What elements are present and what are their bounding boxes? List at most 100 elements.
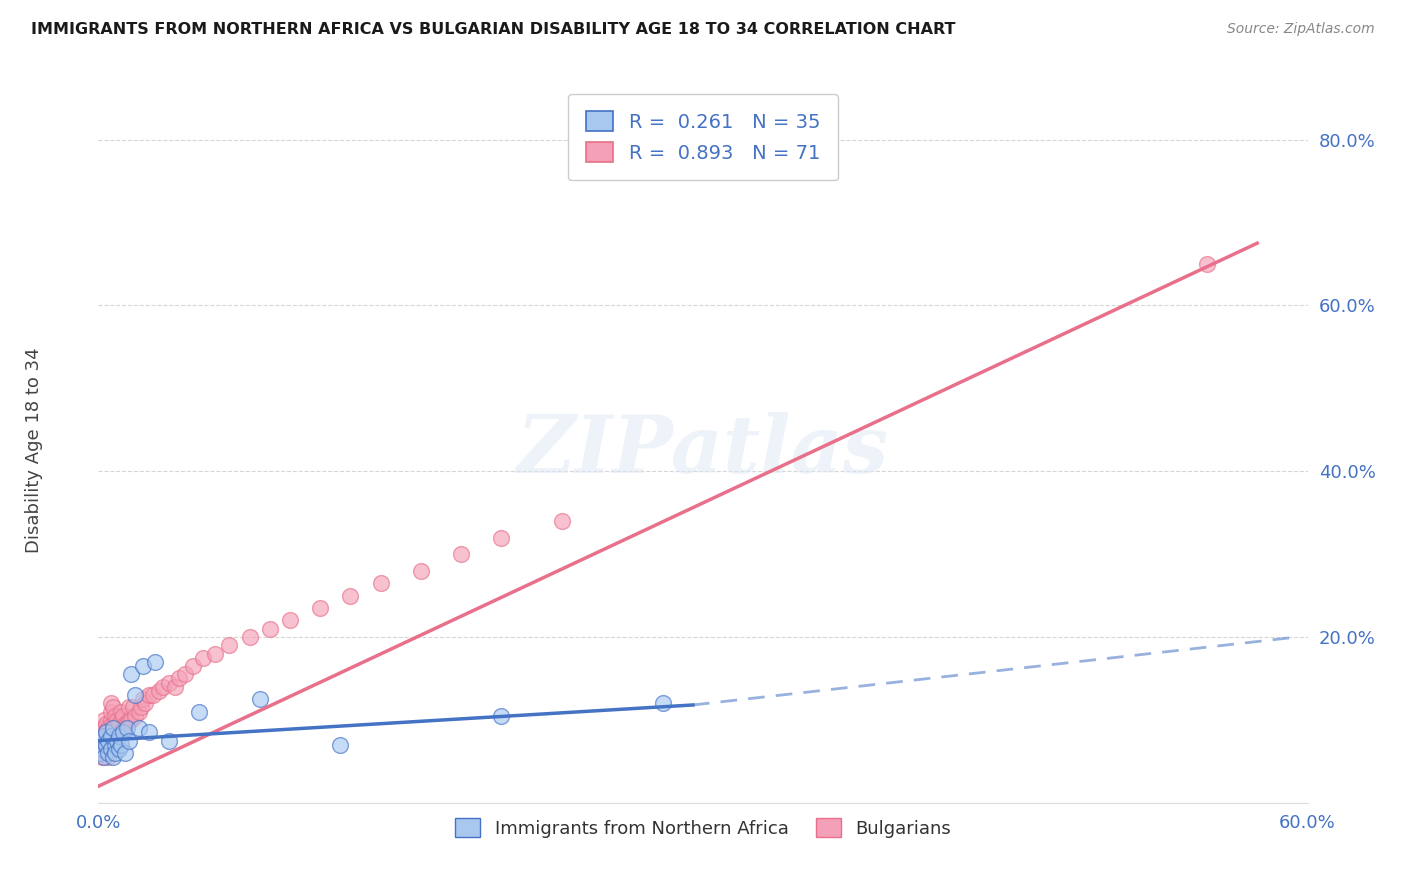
Point bbox=[110, 738, 132, 752]
Point bbox=[97, 742, 120, 756]
Point bbox=[93, 746, 115, 760]
Point bbox=[91, 733, 114, 747]
Point bbox=[96, 725, 118, 739]
Point bbox=[249, 692, 271, 706]
Point bbox=[138, 688, 160, 702]
Point bbox=[93, 713, 115, 727]
Point bbox=[101, 717, 124, 731]
Point bbox=[89, 730, 111, 744]
Point bbox=[100, 713, 122, 727]
Point bbox=[89, 742, 111, 756]
Point bbox=[91, 750, 114, 764]
Point bbox=[100, 705, 122, 719]
Point bbox=[120, 667, 142, 681]
Point bbox=[107, 730, 129, 744]
Point bbox=[204, 647, 226, 661]
Point bbox=[157, 675, 180, 690]
Point bbox=[115, 717, 138, 731]
Point bbox=[89, 746, 111, 760]
Point bbox=[111, 708, 134, 723]
Point bbox=[101, 750, 124, 764]
Point bbox=[97, 721, 120, 735]
Point bbox=[93, 738, 115, 752]
Point bbox=[118, 733, 141, 747]
Point bbox=[409, 564, 432, 578]
Point bbox=[103, 708, 125, 723]
Point bbox=[163, 680, 186, 694]
Point bbox=[551, 514, 574, 528]
Point bbox=[96, 738, 118, 752]
Legend: Immigrants from Northern Africa, Bulgarians: Immigrants from Northern Africa, Bulgari… bbox=[446, 809, 960, 847]
Point bbox=[103, 738, 125, 752]
Point bbox=[128, 705, 150, 719]
Point bbox=[105, 725, 128, 739]
Point bbox=[450, 547, 472, 561]
Point bbox=[370, 576, 392, 591]
Point bbox=[138, 725, 160, 739]
Point bbox=[101, 730, 124, 744]
Point bbox=[142, 688, 165, 702]
Point bbox=[118, 700, 141, 714]
Point bbox=[101, 721, 124, 735]
Point bbox=[103, 746, 125, 760]
Point bbox=[114, 746, 136, 760]
Point bbox=[114, 717, 136, 731]
Point bbox=[111, 725, 134, 739]
Point bbox=[118, 713, 141, 727]
Point bbox=[110, 725, 132, 739]
Point bbox=[309, 601, 332, 615]
Point bbox=[101, 700, 124, 714]
Point bbox=[105, 713, 128, 727]
Point bbox=[329, 738, 352, 752]
Point bbox=[103, 733, 125, 747]
Point bbox=[193, 650, 215, 665]
Point bbox=[115, 721, 138, 735]
Point bbox=[96, 725, 118, 739]
Point bbox=[121, 700, 143, 714]
Y-axis label: Disability Age 18 to 34: Disability Age 18 to 34 bbox=[25, 348, 42, 553]
Point bbox=[132, 659, 155, 673]
Point bbox=[93, 730, 115, 744]
Point bbox=[259, 622, 281, 636]
Point bbox=[111, 721, 134, 735]
Point bbox=[120, 713, 142, 727]
Point bbox=[96, 733, 118, 747]
Point bbox=[91, 733, 114, 747]
Point bbox=[93, 750, 115, 764]
Point bbox=[339, 589, 361, 603]
Point bbox=[143, 655, 166, 669]
Point bbox=[96, 717, 118, 731]
Point bbox=[124, 708, 146, 723]
Point bbox=[97, 750, 120, 764]
Point bbox=[97, 746, 120, 760]
Text: ZIPatlas: ZIPatlas bbox=[517, 412, 889, 489]
Point bbox=[152, 680, 174, 694]
Point bbox=[181, 659, 204, 673]
Point bbox=[491, 708, 513, 723]
Point bbox=[91, 742, 114, 756]
Point bbox=[97, 733, 120, 747]
Point bbox=[93, 730, 115, 744]
Point bbox=[107, 717, 129, 731]
Point bbox=[91, 721, 114, 735]
Point bbox=[100, 742, 122, 756]
Point bbox=[278, 614, 301, 628]
Text: IMMIGRANTS FROM NORTHERN AFRICA VS BULGARIAN DISABILITY AGE 18 TO 34 CORRELATION: IMMIGRANTS FROM NORTHERN AFRICA VS BULGA… bbox=[31, 22, 956, 37]
Point bbox=[93, 721, 115, 735]
Point bbox=[134, 696, 156, 710]
Point bbox=[129, 700, 152, 714]
Point bbox=[491, 531, 513, 545]
Text: Source: ZipAtlas.com: Source: ZipAtlas.com bbox=[1227, 22, 1375, 37]
Point bbox=[167, 672, 190, 686]
Point bbox=[218, 638, 240, 652]
Point bbox=[100, 730, 122, 744]
Point bbox=[128, 721, 150, 735]
Point bbox=[107, 730, 129, 744]
Point bbox=[124, 688, 146, 702]
Point bbox=[89, 746, 111, 760]
Point bbox=[132, 692, 155, 706]
Point bbox=[148, 684, 170, 698]
Point bbox=[110, 705, 132, 719]
Point bbox=[103, 721, 125, 735]
Point bbox=[105, 733, 128, 747]
